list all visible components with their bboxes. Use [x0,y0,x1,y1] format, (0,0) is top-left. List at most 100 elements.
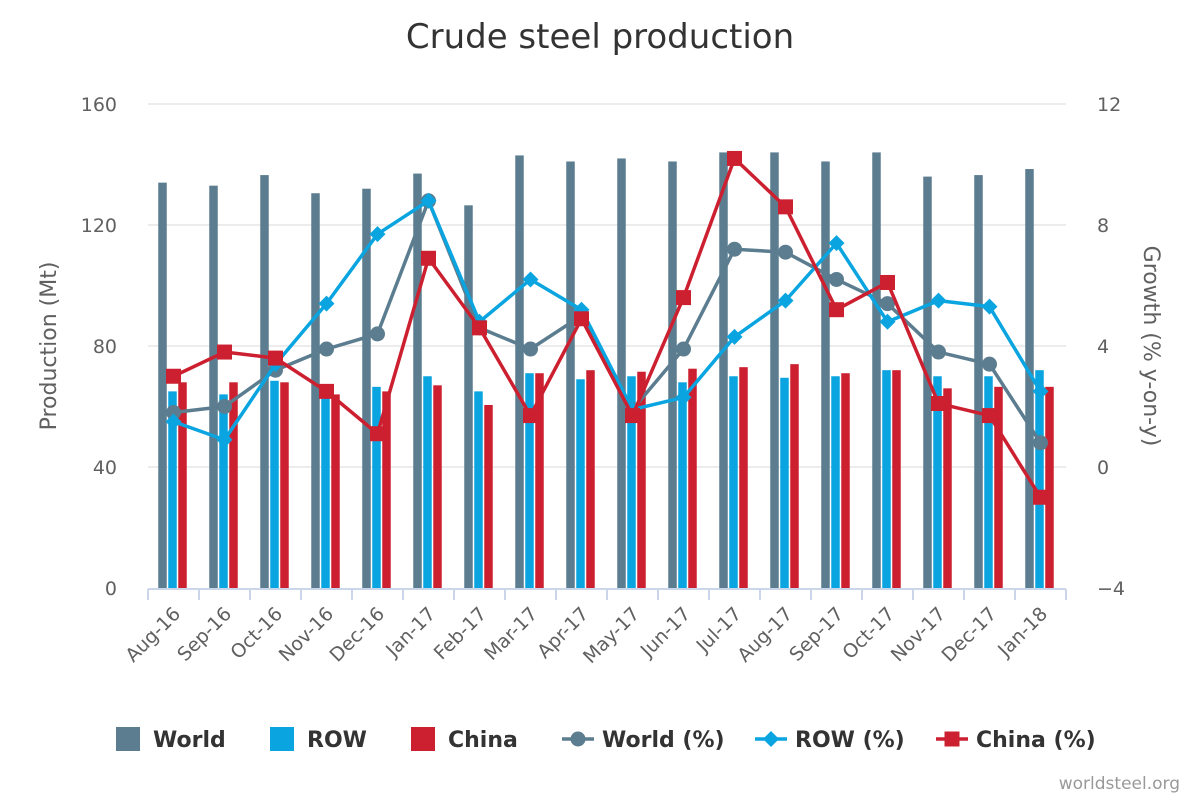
y-tick-label: 40 [93,457,117,479]
x-tick-label: Aug-16 [121,603,185,667]
bar-china [1045,386,1054,588]
bar-world [515,155,524,589]
bar-row [168,391,177,588]
point-row [726,328,743,345]
credit-text[interactable]: worldsteel.org [1059,774,1180,794]
x-tick-label: Dec-16 [326,603,390,667]
x-tick-label: Sep-17 [785,603,848,666]
bar-china [688,368,697,588]
line-china [172,156,1042,499]
y2-tick-label: 0 [1097,457,1109,479]
chart-title: Crude steel production [406,17,794,57]
y-tick-label: 80 [93,336,117,358]
bar-world [923,176,932,588]
y-tick-label: 0 [105,578,117,600]
point-row [216,431,233,448]
legend-marker-china [944,731,960,747]
point-row [1032,383,1049,400]
bar-world [413,173,422,588]
bar-china [178,382,187,588]
point-world [523,341,538,357]
bar-china [586,370,595,588]
point-china [829,302,844,318]
x-tick-label: Jan-17 [381,603,440,662]
bar-row [678,382,687,588]
point-row [420,192,437,209]
point-china [523,408,538,424]
y2-tick-label: 12 [1097,94,1121,116]
line-world [173,199,1042,444]
legend-label-world: World [153,728,226,753]
bar-china [841,373,850,588]
point-row [777,292,794,309]
x-tick-label: Dec-17 [938,603,1002,667]
point-china [472,320,487,336]
y2-tick-label: 4 [1097,336,1109,358]
bar-china [790,364,799,588]
bar-china [994,386,1003,588]
point-row [828,235,845,252]
bar-china [331,394,340,588]
bar-row [627,376,636,588]
bar-world [1025,169,1034,588]
point-china [982,408,997,424]
line-row [172,199,1042,442]
legend: World ROW China World (%) ROW (%) China (%) [116,727,1096,753]
bar-world [362,188,371,588]
y-tick-label: 120 [81,215,117,237]
point-china [421,250,436,266]
bar-china [433,385,442,588]
bar-china [484,404,493,588]
point-world [676,341,691,357]
legend-label-row: ROW (%) [795,728,905,753]
point-world [829,271,844,287]
point-china [370,426,385,442]
bar-world [311,193,320,589]
bar-china [280,382,289,588]
x-tick-label: May-17 [579,603,644,668]
point-world [727,241,742,257]
legend-swatch-world [116,727,140,751]
x-tick-label: Mar-17 [480,603,542,665]
point-china [166,368,181,384]
x-tick-label: Jan-18 [993,603,1052,662]
point-world [370,326,385,342]
point-row [675,389,692,406]
point-row [930,292,947,309]
bar-row [882,370,891,588]
bar-world [974,175,983,588]
y-tick-label: 160 [81,94,117,116]
point-row [165,413,182,430]
bar-world [770,152,779,588]
point-row [318,295,335,312]
point-china [931,395,946,411]
bar-china [382,391,391,588]
bar-world [617,158,626,588]
point-china [727,150,742,166]
point-china [676,290,691,306]
bar-row [831,376,840,588]
bar-row [474,391,483,588]
bar-world [158,182,167,588]
bar-china [943,388,952,588]
point-china [319,383,334,399]
bar-world [719,152,728,588]
point-world [1033,435,1048,451]
x-tick-label: Nov-17 [887,603,950,666]
bar-world [566,161,575,588]
bar-china [535,373,544,588]
point-china [880,274,895,290]
point-china [1033,489,1048,505]
bar-row [270,380,279,588]
point-world [217,399,232,414]
point-world [778,244,793,260]
bar-world [668,161,677,588]
bar-row [321,391,330,588]
bar-china [739,367,748,588]
y2-tick-label: −4 [1097,578,1125,600]
x-tick-label: Aug-17 [733,603,797,667]
y2-tick-label: 8 [1097,215,1109,237]
bar-world [464,205,473,588]
